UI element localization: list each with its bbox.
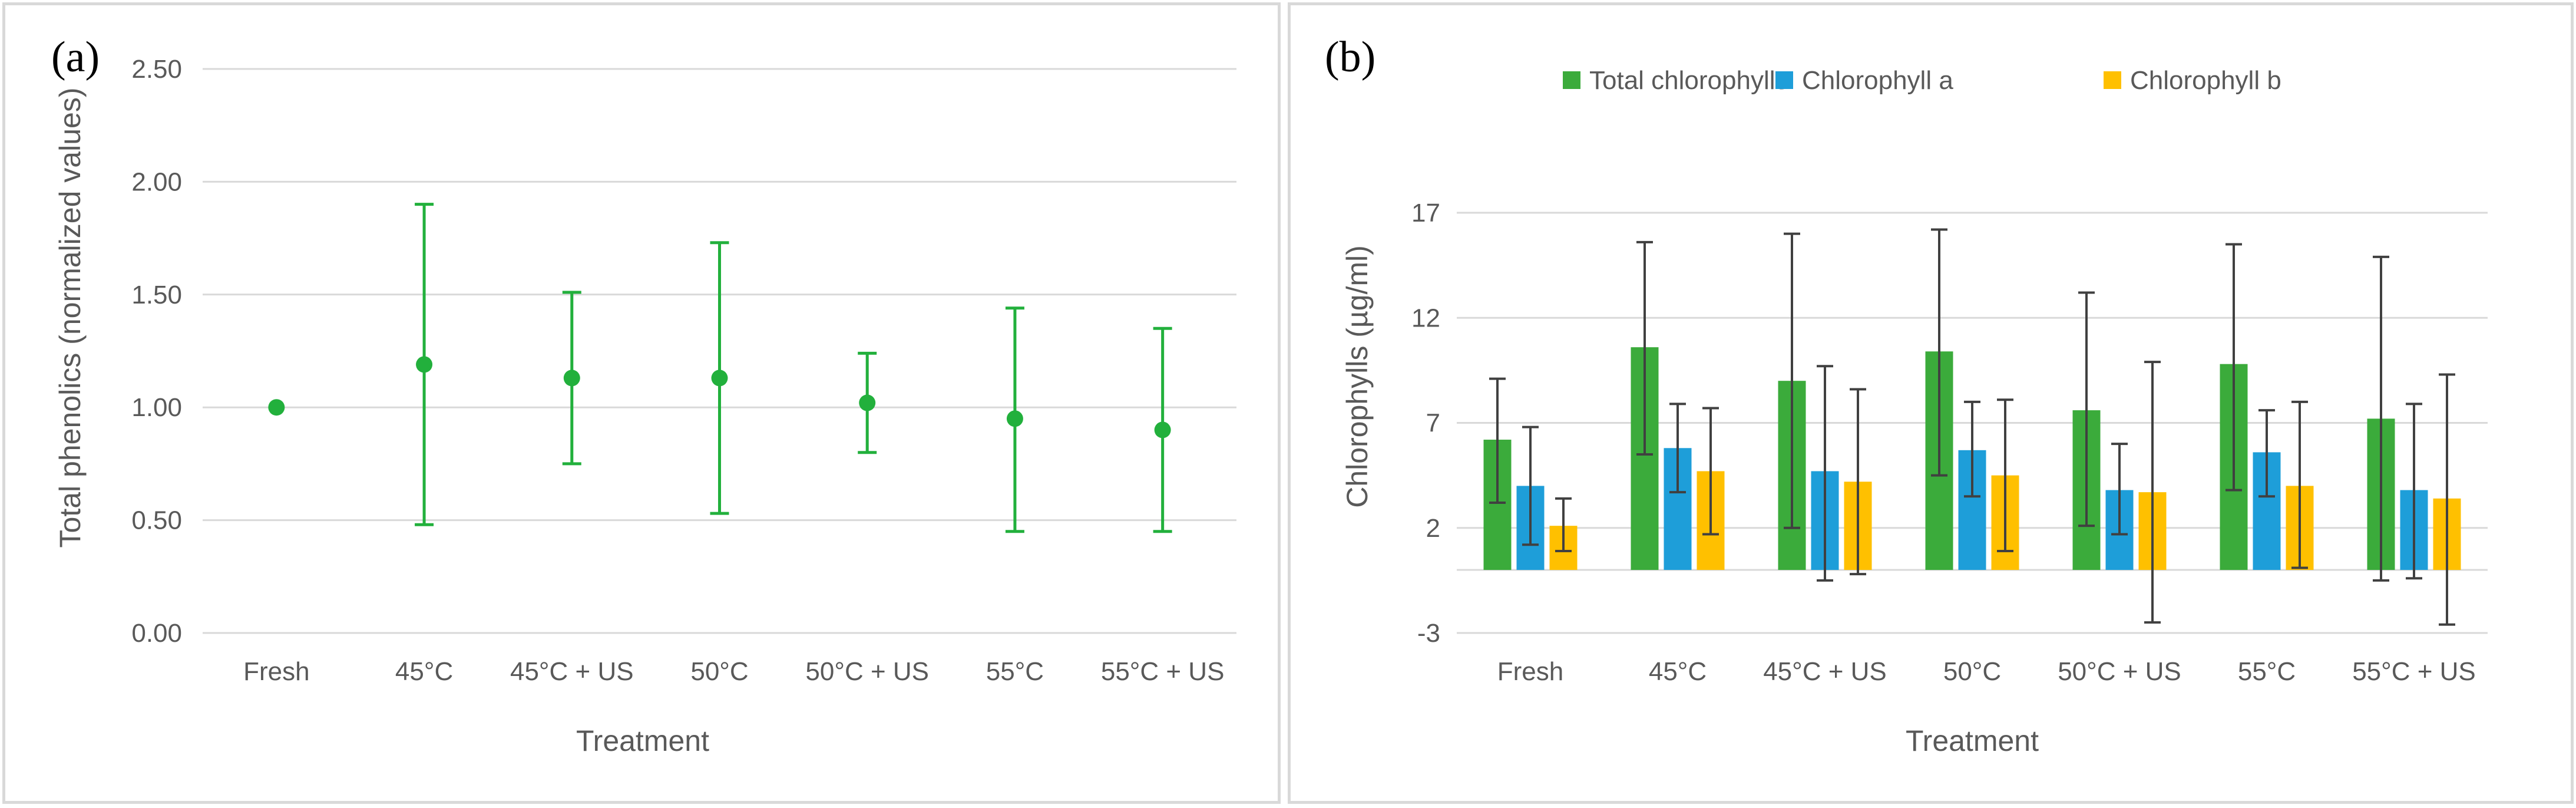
legend-item: Chlorophyll a xyxy=(1775,66,1953,95)
error-bar xyxy=(1784,232,1800,529)
chlorophylls-chart: (b) Total chlorophylls Chlorophyll a Chlor… xyxy=(1325,33,2488,757)
x-tick-label: 45°C + US xyxy=(1763,657,1887,686)
legend-item: Total chlorophylls xyxy=(1563,66,1788,95)
error-bar xyxy=(2078,291,2095,527)
x-tick-label: 50°C xyxy=(690,657,748,686)
x-tick-label: 50°C xyxy=(1943,657,2001,686)
data-point xyxy=(1154,421,1171,438)
y-axis-title-b: Chlorophylls (µg/ml) xyxy=(1341,245,1374,508)
y-tick-label: 12 xyxy=(1411,304,1440,332)
y-tick-label: 0.50 xyxy=(131,506,182,535)
data-point xyxy=(859,394,876,411)
data-point xyxy=(1006,410,1023,427)
x-tick-label: 55°C xyxy=(986,657,1044,686)
error-bar xyxy=(1522,426,1539,546)
error-bar xyxy=(1997,398,2013,552)
legend-swatch xyxy=(1775,71,1793,89)
error-bar xyxy=(1850,388,1866,576)
data-point xyxy=(416,356,433,373)
error-bar xyxy=(1931,228,1947,477)
x-axis-title-a: Treatment xyxy=(576,724,709,757)
error-bar xyxy=(2406,403,2422,580)
y-tick-label: 2.00 xyxy=(131,167,182,196)
y-tick-label: 1.00 xyxy=(131,393,182,422)
error-bar xyxy=(2258,409,2275,498)
legend-item: Chlorophyll b xyxy=(2104,66,2281,95)
panel-b: (b) Total chlorophylls Chlorophyll a Chlor… xyxy=(1288,2,2574,804)
legend-swatch xyxy=(1563,71,1580,89)
y-tick-label: 2 xyxy=(1426,514,1440,543)
x-tick-label: 50°C + US xyxy=(2058,657,2181,686)
x-tick-label: Fresh xyxy=(1497,657,1563,686)
error-bar xyxy=(1817,365,1833,582)
data-point xyxy=(268,399,285,416)
panel-a: (a) 0.00 0.50 1.00 1.50 2.00 2.50 Fresh 45°C 45… xyxy=(2,2,1281,804)
panel-label-a: (a) xyxy=(51,33,100,81)
x-tick-label: 50°C + US xyxy=(805,657,929,686)
legend-label: Total chlorophylls xyxy=(1589,66,1788,95)
error-bar xyxy=(1669,403,1686,494)
error-bar xyxy=(1964,400,1980,498)
error-bar xyxy=(2373,255,2389,582)
y-tick-label: 17 xyxy=(1411,199,1440,227)
x-tick-label: 45°C xyxy=(1649,657,1707,686)
error-bar xyxy=(1702,407,1719,536)
x-tick-label: Fresh xyxy=(243,657,309,686)
error-bar xyxy=(2144,361,2161,624)
error-bar xyxy=(2226,243,2242,492)
panel-label-b: (b) xyxy=(1325,33,1375,81)
phenolics-chart: (a) 0.00 0.50 1.00 1.50 2.00 2.50 Fresh 45°C 45… xyxy=(51,33,1236,757)
error-bar xyxy=(1555,497,1572,552)
y-tick-label: 0.00 xyxy=(131,619,182,648)
error-bar xyxy=(1636,240,1653,456)
x-tick-label: 55°C + US xyxy=(1101,657,1225,686)
y-tick-label: -3 xyxy=(1417,619,1440,648)
y-tick-label: 1.50 xyxy=(131,281,182,309)
y-tick-label: 2.50 xyxy=(131,55,182,84)
error-bar xyxy=(1489,377,1506,504)
x-tick-label: 55°C xyxy=(2238,657,2296,686)
legend: Total chlorophylls Chlorophyll a Chlorophy… xyxy=(1563,66,2281,95)
error-bar xyxy=(2291,400,2308,569)
y-tick-label: 7 xyxy=(1426,409,1440,438)
x-tick-label: 45°C xyxy=(395,657,453,686)
data-point xyxy=(563,370,580,387)
data-point xyxy=(711,370,728,387)
error-bar xyxy=(2111,443,2128,536)
y-axis-title-a: Total phenolics (normalized values) xyxy=(54,88,87,548)
x-axis-title-b: Treatment xyxy=(1906,724,2039,757)
legend-label: Chlorophyll a xyxy=(1802,66,1953,95)
legend-swatch xyxy=(2104,71,2121,89)
x-tick-label: 55°C + US xyxy=(2352,657,2476,686)
x-tick-label: 45°C + US xyxy=(510,657,634,686)
error-bar xyxy=(2439,373,2455,626)
legend-label: Chlorophyll b xyxy=(2130,66,2281,95)
